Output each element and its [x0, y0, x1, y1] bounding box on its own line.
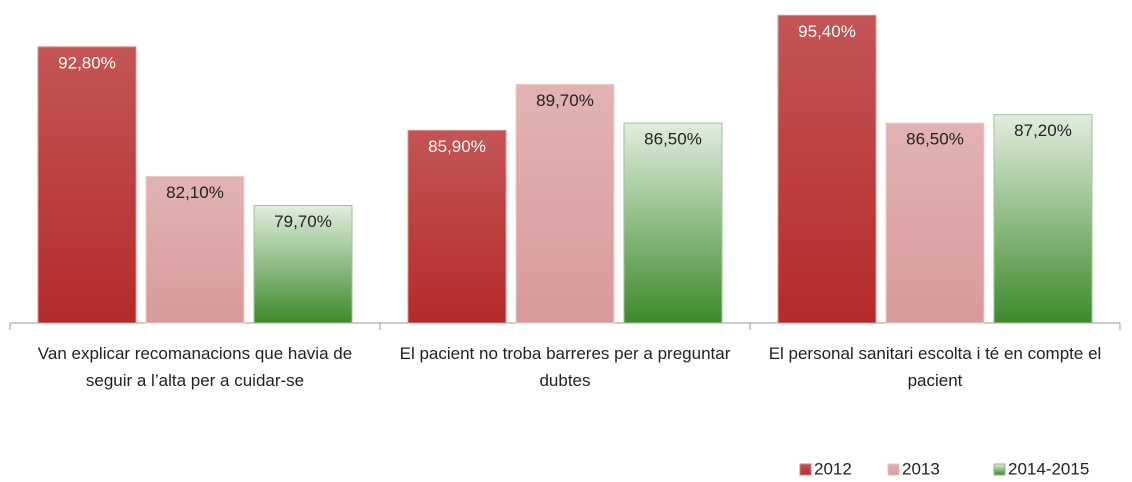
bar — [623, 122, 723, 324]
legend-label: 2012 — [814, 459, 852, 478]
bar — [515, 83, 615, 324]
data-label: 87,20% — [1014, 121, 1072, 140]
legend-swatch — [993, 463, 1006, 476]
bar — [407, 129, 507, 324]
bar — [145, 175, 245, 324]
legend-label: 2013 — [902, 459, 940, 478]
bar — [993, 114, 1093, 324]
data-label: 85,90% — [428, 137, 486, 156]
data-label: 89,70% — [536, 91, 594, 110]
data-label: 92,80% — [58, 53, 116, 72]
bar — [253, 204, 353, 324]
data-label: 79,70% — [274, 212, 332, 231]
data-label: 86,50% — [906, 130, 964, 149]
legend-swatch — [887, 463, 900, 476]
data-label: 82,10% — [166, 183, 224, 202]
x-tick-label: El personal sanitari escolta i té en com… — [768, 344, 1102, 390]
bar — [885, 122, 985, 324]
bar — [777, 14, 877, 324]
data-label: 86,50% — [644, 130, 702, 149]
bar — [37, 46, 137, 324]
legend-label: 2014-2015 — [1008, 459, 1089, 478]
data-label: 95,40% — [798, 22, 856, 41]
x-tick-label: El pacient no troba barreres per a pregu… — [399, 344, 731, 390]
legend-swatch — [799, 463, 812, 476]
x-tick-label: Van explicar recomanacions que havia de … — [37, 344, 353, 390]
